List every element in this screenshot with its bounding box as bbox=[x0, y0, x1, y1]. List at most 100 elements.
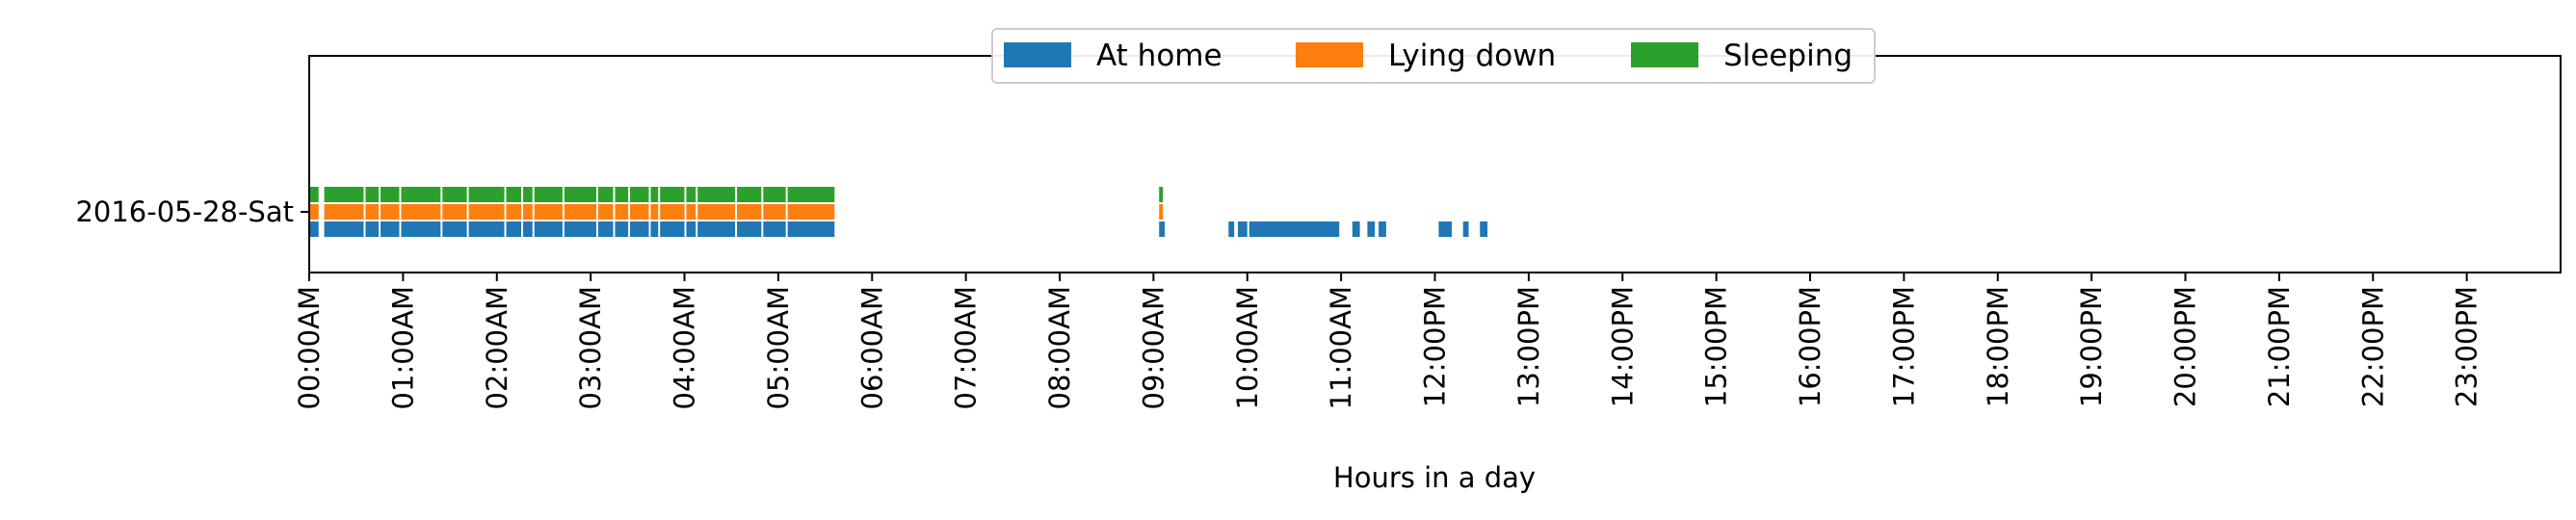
activity-bar bbox=[468, 187, 505, 202]
activity-bar bbox=[787, 221, 835, 237]
legend-label: At home bbox=[1096, 39, 1222, 73]
activity-bar bbox=[1438, 221, 1453, 237]
activity-bar bbox=[1228, 221, 1235, 237]
activity-bar bbox=[737, 187, 762, 202]
activity-bar bbox=[615, 221, 629, 237]
x-tick-label: 00:00AM bbox=[293, 286, 326, 409]
activity-bar bbox=[630, 187, 649, 202]
legend-label: Lying down bbox=[1388, 39, 1556, 73]
activity-bar bbox=[309, 221, 319, 237]
activity-bar bbox=[1238, 221, 1248, 237]
activity-bar bbox=[442, 221, 467, 237]
activity-bar bbox=[365, 187, 380, 202]
x-tick-label: 06:00AM bbox=[855, 286, 888, 409]
x-tick-label: 16:00PM bbox=[1794, 286, 1827, 407]
activity-bar bbox=[737, 221, 762, 237]
activity-bar bbox=[381, 204, 400, 220]
activity-bar bbox=[506, 221, 522, 237]
activity-bar bbox=[365, 221, 380, 237]
activity-bar bbox=[381, 187, 400, 202]
activity-bar bbox=[401, 221, 441, 237]
activity-bar bbox=[686, 221, 697, 237]
activity-bar bbox=[564, 187, 596, 202]
activity-bar bbox=[630, 221, 649, 237]
series-at-home bbox=[309, 221, 1488, 237]
activity-bar bbox=[597, 187, 614, 202]
legend-item-at-home: At home bbox=[1004, 39, 1222, 73]
activity-bar bbox=[615, 204, 629, 220]
activity-bar bbox=[697, 187, 736, 202]
bars-layer bbox=[309, 187, 1488, 237]
x-tick-label: 03:00AM bbox=[574, 286, 607, 409]
activity-bar bbox=[650, 187, 659, 202]
activity-bar bbox=[686, 187, 697, 202]
activity-bar bbox=[763, 187, 786, 202]
activity-bar bbox=[1159, 221, 1166, 237]
legend-swatch bbox=[1004, 42, 1071, 67]
activity-bar bbox=[660, 221, 685, 237]
activity-bar bbox=[763, 221, 786, 237]
x-tick-label: 02:00AM bbox=[481, 286, 513, 409]
x-tick-label: 09:00AM bbox=[1137, 286, 1170, 409]
y-axis: 2016-05-28-Sat bbox=[75, 195, 309, 228]
y-tick-label: 2016-05-28-Sat bbox=[75, 195, 294, 228]
x-tick-label: 23:00PM bbox=[2451, 286, 2484, 407]
activity-bar bbox=[686, 204, 697, 220]
activity-bar bbox=[787, 187, 835, 202]
activity-bar bbox=[468, 221, 505, 237]
x-tick-label: 07:00AM bbox=[950, 286, 983, 409]
activity-bar bbox=[697, 204, 736, 220]
activity-bar bbox=[787, 204, 835, 220]
activity-bar bbox=[506, 187, 522, 202]
activity-bar bbox=[523, 204, 533, 220]
legend-item-lying-down: Lying down bbox=[1296, 39, 1556, 73]
legend-swatch bbox=[1296, 42, 1363, 67]
x-tick-label: 15:00PM bbox=[1700, 286, 1733, 407]
activity-bar bbox=[1462, 221, 1469, 237]
activity-bar bbox=[697, 221, 736, 237]
legend: At home Lying down Sleeping bbox=[991, 28, 1876, 84]
activity-bar bbox=[534, 221, 563, 237]
activity-bar bbox=[442, 204, 467, 220]
activity-bar bbox=[468, 204, 505, 220]
activity-bar bbox=[630, 204, 649, 220]
activity-bar bbox=[1249, 221, 1340, 237]
x-tick-label: 21:00PM bbox=[2263, 286, 2296, 407]
x-axis-label: Hours in a day bbox=[1333, 461, 1536, 494]
activity-bar bbox=[506, 204, 522, 220]
x-tick-label: 20:00PM bbox=[2169, 286, 2202, 407]
activity-bar bbox=[324, 187, 364, 202]
x-tick-label: 01:00AM bbox=[386, 286, 419, 409]
activity-bar bbox=[365, 204, 380, 220]
activity-bar bbox=[660, 187, 685, 202]
activity-bar bbox=[324, 204, 364, 220]
activity-bar bbox=[442, 187, 467, 202]
x-tick-label: 10:00AM bbox=[1231, 286, 1264, 409]
legend-swatch bbox=[1631, 42, 1698, 67]
activity-bar bbox=[564, 204, 596, 220]
series-lying-down bbox=[309, 204, 1164, 220]
legend-label: Sleeping bbox=[1723, 39, 1853, 73]
x-tick-label: 14:00PM bbox=[1606, 286, 1639, 407]
activity-bar bbox=[660, 204, 685, 220]
activity-bar bbox=[1480, 221, 1488, 237]
x-tick-label: 11:00AM bbox=[1325, 286, 1357, 409]
legend-item-sleeping: Sleeping bbox=[1631, 39, 1853, 73]
activity-bar bbox=[1159, 187, 1164, 202]
activity-bar bbox=[534, 204, 563, 220]
activity-bar bbox=[650, 221, 659, 237]
activity-bar bbox=[1352, 221, 1360, 237]
x-tick-label: 04:00AM bbox=[669, 286, 701, 409]
activity-bar bbox=[1379, 221, 1386, 237]
activity-bar bbox=[597, 204, 614, 220]
activity-bar bbox=[324, 221, 364, 237]
x-tick-label: 19:00PM bbox=[2075, 286, 2108, 407]
x-tick-label: 22:00PM bbox=[2356, 286, 2389, 407]
activity-bar bbox=[381, 221, 400, 237]
x-tick-label: 08:00AM bbox=[1043, 286, 1076, 409]
activity-bar bbox=[523, 187, 533, 202]
x-tick-label: 13:00PM bbox=[1512, 286, 1545, 407]
activity-bar bbox=[650, 204, 659, 220]
